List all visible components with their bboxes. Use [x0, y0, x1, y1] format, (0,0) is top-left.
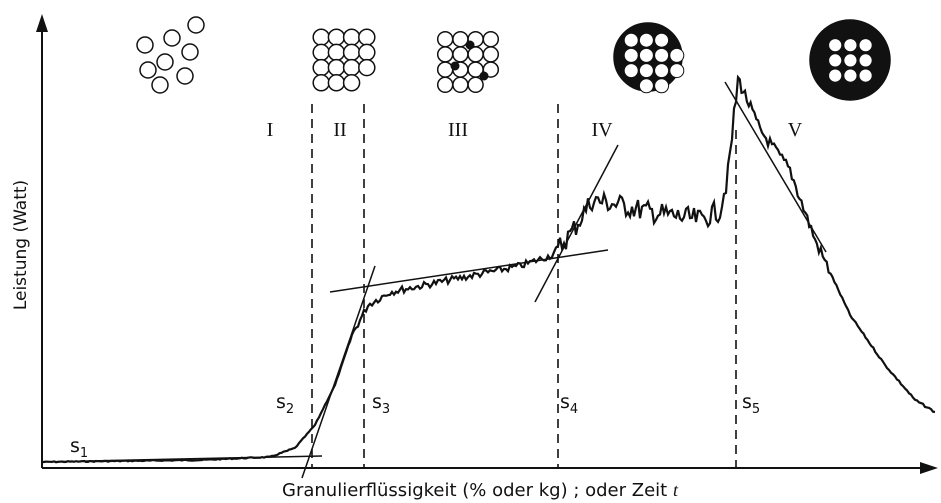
phase-label: I	[267, 119, 274, 141]
particle	[623, 32, 639, 48]
letter: s	[70, 435, 80, 457]
phase-label: V	[788, 119, 803, 141]
particle	[465, 40, 475, 50]
particle	[139, 61, 157, 79]
particle	[638, 47, 654, 63]
index: 3	[382, 402, 390, 417]
x-label-symbol: t	[673, 480, 679, 500]
particle	[654, 47, 670, 63]
letter: s	[560, 391, 570, 413]
particle	[482, 30, 500, 48]
point-label: s2	[276, 391, 294, 417]
particle	[843, 68, 858, 83]
particle	[342, 58, 361, 77]
index: 2	[286, 402, 294, 417]
particle	[669, 63, 685, 79]
particle	[654, 78, 670, 94]
particle	[342, 43, 361, 62]
particle	[452, 46, 469, 63]
particle	[452, 76, 469, 94]
particle	[828, 68, 843, 83]
particle	[358, 28, 376, 46]
particle	[654, 32, 670, 48]
particle	[482, 46, 500, 63]
letter: s	[742, 391, 752, 413]
particle	[843, 53, 858, 68]
particle	[358, 43, 376, 62]
point-label: s4	[560, 391, 578, 417]
particle	[843, 38, 858, 53]
particle	[436, 30, 454, 48]
point-label: s1	[70, 435, 88, 461]
particle	[858, 68, 873, 83]
phase-label: III	[448, 119, 468, 141]
particle	[312, 28, 330, 46]
particle	[312, 58, 330, 77]
particle	[669, 47, 685, 63]
phase-label: II	[333, 119, 346, 141]
particle	[342, 74, 361, 92]
particle	[828, 38, 843, 53]
particle	[163, 29, 181, 47]
particle	[638, 32, 654, 48]
particle	[436, 76, 454, 94]
particle	[638, 78, 654, 94]
particle	[623, 47, 639, 63]
particle	[136, 36, 154, 54]
letter: s	[276, 391, 286, 413]
x-label-text: Granulierflüssigkeit (% oder kg) ; oder …	[282, 480, 667, 501]
particle	[187, 16, 205, 34]
particle-icons	[136, 16, 891, 101]
index: 5	[752, 402, 760, 417]
letter: s	[372, 391, 382, 413]
particle	[858, 53, 873, 68]
phase-label: IV	[591, 119, 613, 141]
particle	[828, 53, 843, 68]
particle	[358, 58, 376, 77]
y-arrow	[36, 14, 48, 32]
particle	[479, 71, 489, 81]
point-label: s3	[372, 391, 390, 417]
x-arrow	[920, 462, 938, 474]
particle	[450, 61, 460, 71]
particle	[327, 28, 346, 46]
particle	[436, 46, 454, 63]
particle	[638, 63, 654, 79]
index: 4	[570, 402, 578, 417]
particle	[156, 53, 174, 71]
particle	[181, 43, 199, 61]
particle	[151, 76, 169, 94]
particle	[176, 67, 194, 85]
particle	[467, 76, 484, 94]
particle	[312, 74, 330, 92]
particle	[858, 38, 873, 53]
point-label: s5	[742, 391, 760, 417]
index: 1	[80, 446, 88, 461]
y-axis-label: Leistung (Watt)	[11, 180, 31, 310]
power-curve	[42, 74, 936, 464]
particle	[327, 58, 346, 77]
particle	[342, 28, 361, 46]
particle	[327, 43, 346, 62]
x-axis-label: Granulierflüssigkeit (% oder kg) ; oder …	[282, 480, 679, 501]
particle	[654, 63, 670, 79]
particle	[327, 74, 346, 92]
particle	[623, 63, 639, 79]
particle	[436, 61, 454, 78]
particle	[312, 43, 330, 62]
